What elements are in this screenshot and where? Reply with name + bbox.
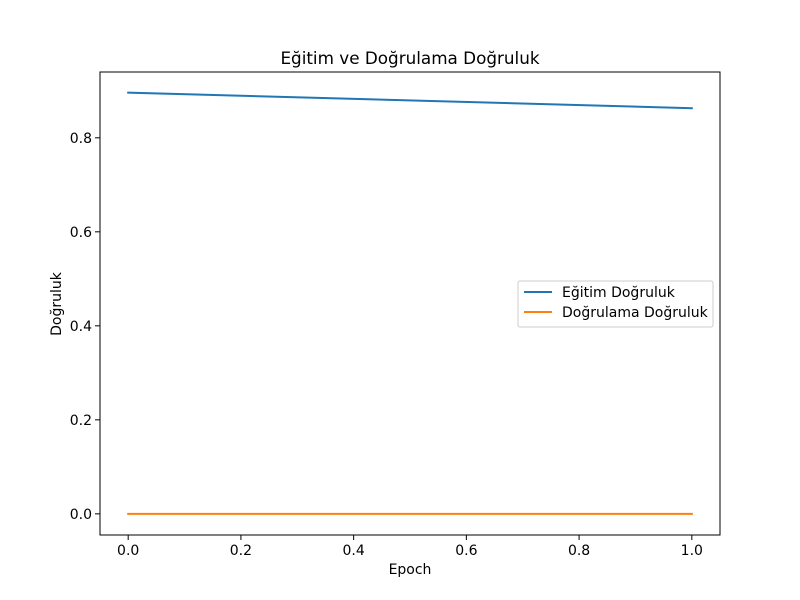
y-tick-label: 0.0 bbox=[70, 507, 92, 523]
y-tick-label: 0.8 bbox=[70, 131, 92, 147]
legend-box bbox=[517, 280, 714, 328]
x-tick-label: 1.0 bbox=[681, 543, 703, 559]
x-tick-label: 0.8 bbox=[568, 543, 590, 559]
y-tick-label: 0.4 bbox=[70, 319, 92, 335]
plot-frame bbox=[99, 71, 721, 536]
legend-label: Eğitim Doğruluk bbox=[562, 285, 676, 301]
y-axis-ticks: 0.0 0.2 0.4 0.6 0.8 bbox=[70, 131, 100, 523]
legend-label: Doğrulama Doğruluk bbox=[562, 305, 709, 321]
series-line-1 bbox=[127, 91, 693, 110]
x-tick-label: 0.4 bbox=[343, 543, 365, 559]
y-tick-label: 0.6 bbox=[70, 225, 92, 241]
y-tick-label: 0.2 bbox=[70, 413, 92, 429]
x-tick-label: 0.2 bbox=[230, 543, 252, 559]
x-tick-label: 0.6 bbox=[455, 543, 477, 559]
chart-title: Eğitim ve Doğrulama Doğruluk bbox=[280, 48, 539, 68]
legend: Eğitim Doğruluk Doğrulama Doğruluk bbox=[517, 280, 714, 328]
y-axis-label: Doğruluk bbox=[49, 271, 65, 336]
x-axis-ticks: 0.0 0.2 0.4 0.6 0.8 1.0 bbox=[117, 535, 703, 559]
x-axis-label: Epoch bbox=[389, 562, 432, 578]
x-tick-label: 0.0 bbox=[117, 543, 139, 559]
series-layer bbox=[127, 91, 693, 515]
